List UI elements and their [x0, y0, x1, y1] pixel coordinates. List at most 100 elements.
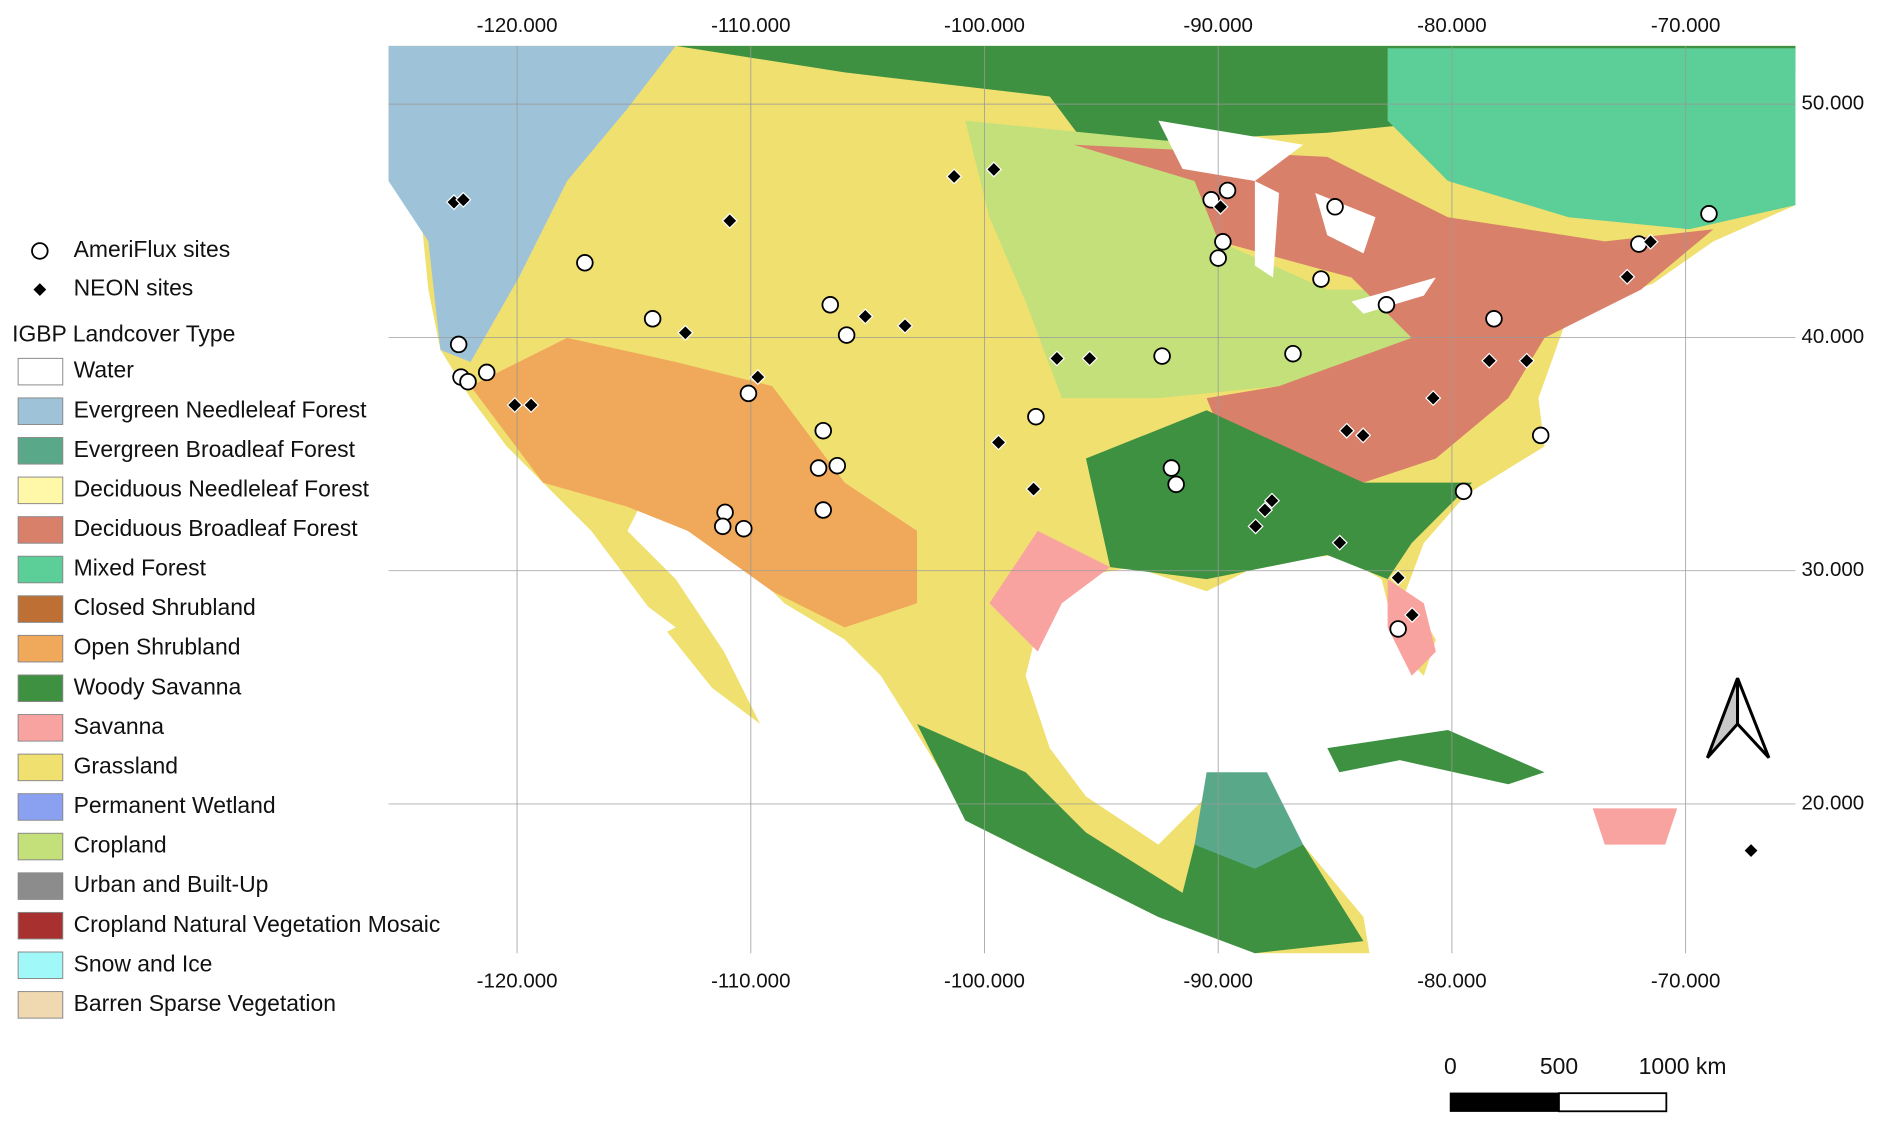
lat-tick-label: 30.000	[1801, 558, 1864, 581]
legend-label: Snow and Ice	[74, 950, 213, 976]
scale-label: 500	[1540, 1053, 1578, 1079]
legend-swatch	[17, 832, 64, 861]
site-marker	[1454, 482, 1473, 501]
legend-label: Water	[74, 357, 135, 383]
site-marker	[1027, 407, 1045, 426]
legend-swatch	[17, 437, 64, 465]
site-marker	[1355, 427, 1372, 444]
site-marker	[1326, 198, 1344, 216]
site-marker	[1284, 345, 1302, 363]
landcover-raster	[388, 45, 1796, 954]
legend-label: Cropland Natural Vegetation Mosaic	[74, 911, 441, 937]
scale-label: 1000 km	[1639, 1053, 1727, 1079]
yucatan-forest-region	[1194, 772, 1304, 869]
site-marker	[1630, 235, 1648, 253]
southeast-savanna-region	[1085, 410, 1473, 580]
site-marker	[1081, 350, 1098, 367]
hispaniola	[1592, 808, 1678, 845]
legend: AmeriFlux sites NEON sites IGBP Landcover …	[12, 236, 441, 1019]
site-marker	[477, 363, 496, 382]
legend-swatch	[17, 753, 64, 782]
legend-swatch	[17, 357, 64, 386]
site-marker	[814, 421, 832, 440]
cuba	[1327, 729, 1545, 785]
lon-tick-label: -90.000	[1183, 14, 1253, 37]
site-marker	[1153, 347, 1171, 365]
site-marker	[946, 168, 963, 185]
needleleaf-region	[388, 45, 676, 362]
site-marker	[1377, 296, 1396, 314]
legend-label: Woody Savanna	[74, 673, 242, 699]
site-marker	[713, 517, 732, 536]
lon-tick-label: -80.000	[1417, 14, 1487, 37]
legend-label: Closed Shrubland	[74, 594, 256, 620]
legend-label: NEON sites	[74, 275, 194, 301]
legend-swatch	[17, 397, 64, 425]
lon-tick-label: -80.000	[1417, 970, 1487, 993]
site-marker	[1048, 350, 1066, 367]
mixed-forest-region	[1387, 48, 1796, 230]
lake-superior	[1158, 120, 1304, 181]
site-marker	[985, 161, 1002, 178]
legend-swatch	[17, 951, 64, 980]
site-marker	[1389, 620, 1407, 638]
scale-bar-black	[1449, 1092, 1560, 1112]
legend-swatch	[17, 516, 64, 544]
site-marker	[837, 326, 856, 344]
legend-label: Grassland	[74, 752, 178, 778]
texas-savanna-region	[989, 530, 1111, 652]
site-marker	[739, 384, 758, 403]
site-marker	[459, 372, 477, 391]
legend-swatch	[17, 476, 64, 505]
lon-tick-label: -110.000	[711, 14, 790, 37]
gulf-of-california	[555, 530, 676, 640]
site-marker	[896, 317, 914, 334]
legend-label: Deciduous Needleleaf Forest	[74, 475, 370, 501]
legend-swatch	[17, 634, 64, 663]
site-marker	[643, 310, 662, 328]
site-marker	[1518, 352, 1535, 369]
cropland-region	[965, 120, 1436, 399]
site-marker	[1404, 606, 1421, 624]
lat-tick-label: 40.000	[1801, 325, 1864, 348]
labels-layer: -120.000 -120.000 -110.000 -110.000 -100.000…	[477, 14, 1865, 993]
site-marker	[506, 396, 523, 414]
lon-tick-label: -120.000	[477, 14, 558, 37]
legend-swatch	[17, 674, 64, 703]
scale-bar-white	[1558, 1092, 1668, 1113]
legend-swatch	[17, 793, 64, 821]
legend-swatch	[17, 714, 64, 742]
site-marker	[821, 296, 839, 314]
broadleaf-region	[1073, 144, 1714, 483]
lon-tick-label: -100.000	[944, 14, 1025, 37]
legend-label: Savanna	[74, 713, 165, 739]
lake-michigan	[1254, 180, 1280, 278]
site-marker	[1209, 249, 1227, 267]
lon-tick-label: -110.000	[711, 970, 790, 993]
site-marker	[1247, 518, 1264, 535]
site-marker	[523, 396, 540, 414]
legend-label: Permanent Wetland	[74, 792, 276, 818]
legend-label: Evergreen Broadleaf Forest	[74, 436, 356, 462]
legend-swatch	[17, 595, 64, 623]
legend-label: Deciduous Broadleaf Forest	[74, 515, 359, 541]
site-marker	[990, 434, 1007, 451]
site-marker	[1167, 475, 1185, 494]
site-marker	[1425, 389, 1442, 407]
legend-label: AmeriFlux sites	[74, 236, 231, 262]
legend-marker	[31, 281, 48, 298]
site-marker	[1481, 352, 1498, 369]
scale-bar: 0 500 1000 km	[1444, 1053, 1727, 1113]
site-marker	[1700, 205, 1718, 223]
site-marker	[735, 519, 753, 538]
legend-label: Open Shrubland	[74, 634, 241, 660]
legend-swatch	[17, 991, 64, 1019]
legend-swatch	[17, 555, 64, 584]
mexico-savanna-region	[917, 723, 1364, 954]
lat-tick-label: 20.000	[1801, 791, 1864, 814]
site-marker	[1742, 842, 1760, 859]
sites-layer	[445, 161, 1760, 859]
florida-savanna-region	[1387, 579, 1436, 676]
site-marker	[1619, 268, 1636, 285]
